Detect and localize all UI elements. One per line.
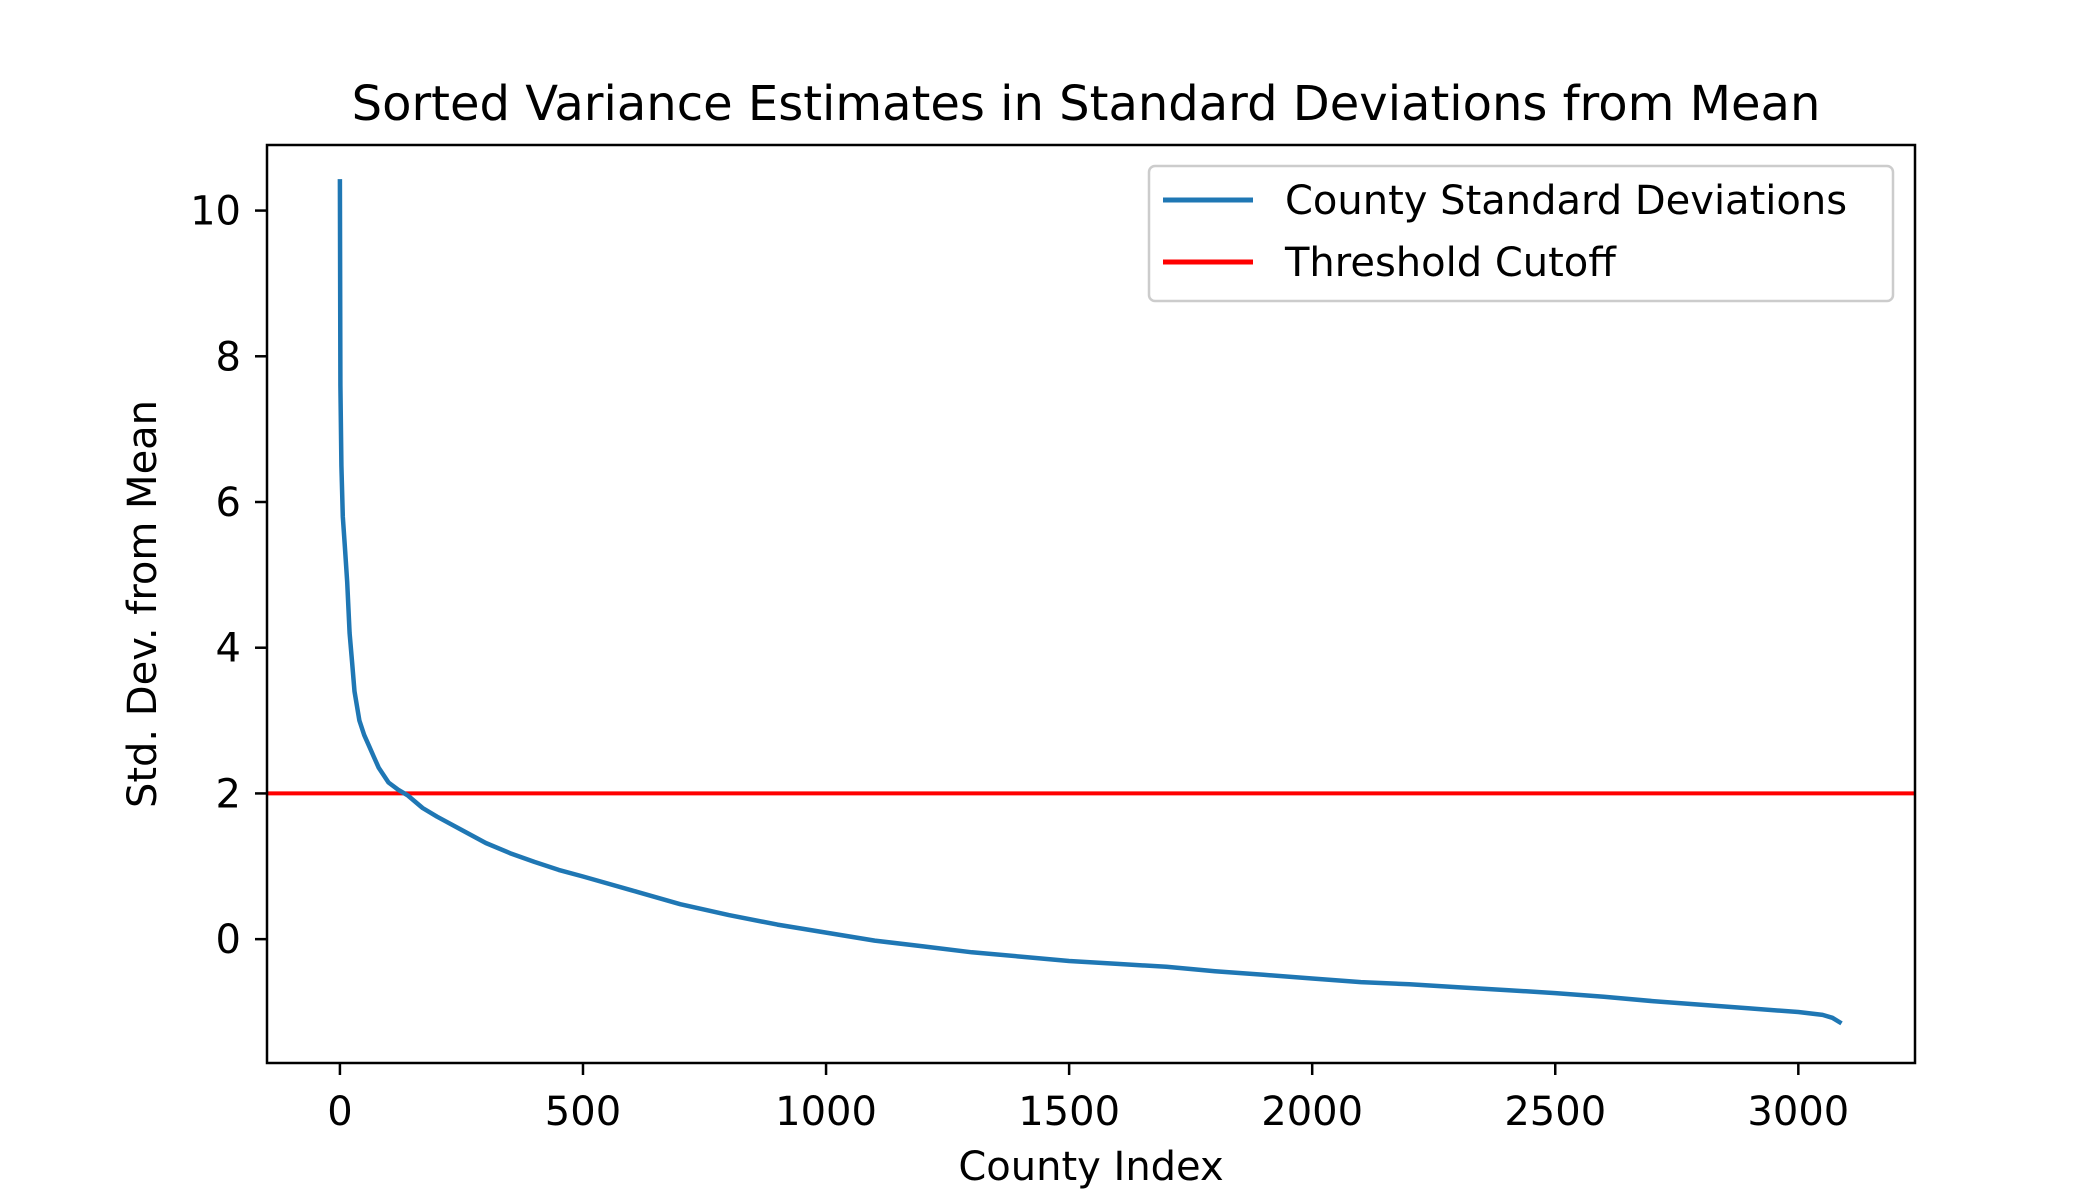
y-tick-label: 4 <box>216 626 241 672</box>
axes-frame <box>265 143 1917 1065</box>
x-tick-label: 2500 <box>1504 1089 1606 1135</box>
legend: County Standard Deviations Threshold Cut… <box>1147 164 1895 303</box>
plot-area <box>267 179 1915 1026</box>
y-tick-label: 2 <box>216 771 241 817</box>
x-tick-label: 3000 <box>1747 1089 1849 1135</box>
chart-title: Sorted Variance Estimates in Standard De… <box>352 76 1821 132</box>
legend-label-threshold-cutoff: Threshold Cutoff <box>1284 240 1617 286</box>
x-tick-label: 1500 <box>1018 1089 1120 1135</box>
x-tick-label: 500 <box>545 1089 621 1135</box>
x-tick-label: 1000 <box>775 1089 877 1135</box>
legend-label-county-standard-deviations: County Standard Deviations <box>1285 178 1847 224</box>
x-axis-label: County Index <box>958 1144 1223 1190</box>
axis-ticks: 0 500 1000 1500 2000 2500 3000 0 2 4 6 8 10 <box>190 189 1849 1135</box>
series-line-county-standard-deviations <box>337 179 1843 1026</box>
y-tick-label: 0 <box>216 917 241 963</box>
y-tick-label: 6 <box>216 480 241 526</box>
y-axis-label: Std. Dev. from Mean <box>120 400 166 808</box>
x-tick-label: 0 <box>327 1089 352 1135</box>
y-tick-label: 10 <box>190 189 241 235</box>
y-tick-label: 8 <box>216 334 241 380</box>
x-tick-label: 2000 <box>1261 1089 1363 1135</box>
legend-box <box>1147 164 1895 303</box>
